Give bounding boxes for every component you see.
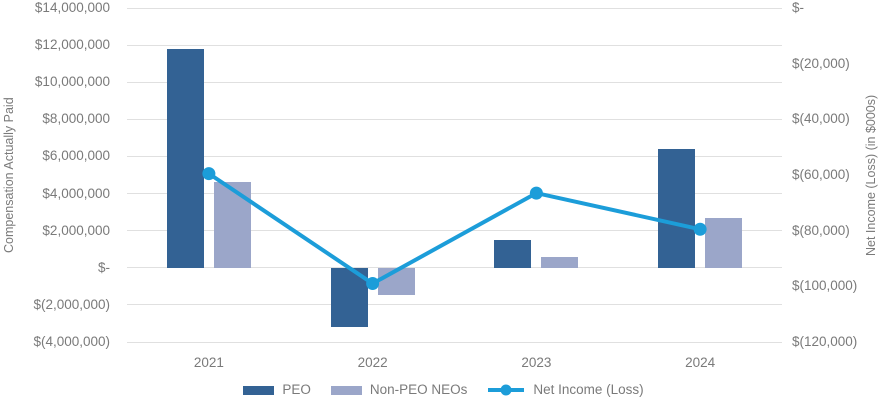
legend-swatch-non-peo-neos: [330, 385, 362, 395]
bar-peo-2023: [494, 239, 532, 268]
left-axis-tick-label: $12,000,000: [34, 37, 110, 53]
left-axis-tick-label: $4,000,000: [42, 185, 110, 201]
bar-peo-2024: [658, 149, 696, 268]
line-marker-2021: [202, 167, 216, 181]
gridline: [127, 118, 782, 120]
left-axis-tick-label: $(2,000,000): [33, 296, 110, 312]
x-axis-category-label: 2024: [685, 355, 716, 370]
left-axis-tick-label: $2,000,000: [42, 222, 110, 238]
legend-label-net-income-loss: Net Income (Loss): [533, 382, 644, 397]
gridline: [127, 304, 782, 306]
left-axis-tick-label: $(4,000,000): [33, 334, 110, 349]
right-axis-tick-label: $(20,000): [792, 55, 850, 71]
left-axis-tick-label: $14,000,000: [34, 0, 110, 15]
right-axis-tick-label: $(120,000): [792, 334, 858, 349]
bar-non-peo-neos-2023: [541, 256, 579, 268]
legend-line-marker-icon: [488, 384, 525, 396]
legend-swatch-peo: [243, 385, 275, 395]
bar-non-peo-neos-2022: [377, 267, 415, 295]
legend-item-net-income-loss: Net Income (Loss): [487, 382, 644, 398]
legend-item-non-peo-neos: Non-PEO NEOs: [330, 382, 468, 398]
legend-label-non-peo-neos: Non-PEO NEOs: [369, 382, 468, 397]
bar-non-peo-neos-2024: [705, 217, 743, 268]
right-axis-tick-label: $(100,000): [792, 278, 858, 294]
bar-peo-2022: [330, 267, 368, 328]
gridline: [127, 81, 782, 83]
left-axis-tick-label: $10,000,000: [34, 74, 110, 90]
gridline: [127, 7, 782, 9]
legend-item-peo: PEO: [243, 382, 311, 398]
chart-legend: PEO Non-PEO NEOs Net Income (Loss): [0, 382, 887, 398]
x-axis-category-label: 2023: [521, 355, 552, 370]
legend-label-peo: PEO: [282, 382, 311, 397]
left-axis-tick-label: $-: [97, 259, 110, 275]
bar-non-peo-neos-2021: [213, 182, 251, 268]
left-axis-tick-label: $8,000,000: [42, 111, 110, 127]
left-axis-title: Compensation Actually Paid: [2, 97, 16, 253]
right-axis-tick-label: $-: [792, 0, 805, 15]
right-axis-tick-label: $(60,000): [792, 167, 850, 182]
gridline: [127, 341, 782, 343]
right-axis-tick-label: $(40,000): [792, 111, 850, 127]
gridline: [127, 155, 782, 157]
bar-peo-2021: [166, 48, 204, 268]
left-axis-tick-label: $6,000,000: [42, 148, 110, 164]
gridline: [127, 44, 782, 46]
x-axis-category-label: 2021: [193, 355, 224, 370]
right-axis-tick-label: $(80,000): [792, 222, 850, 238]
x-axis-category-label: 2022: [357, 355, 388, 370]
